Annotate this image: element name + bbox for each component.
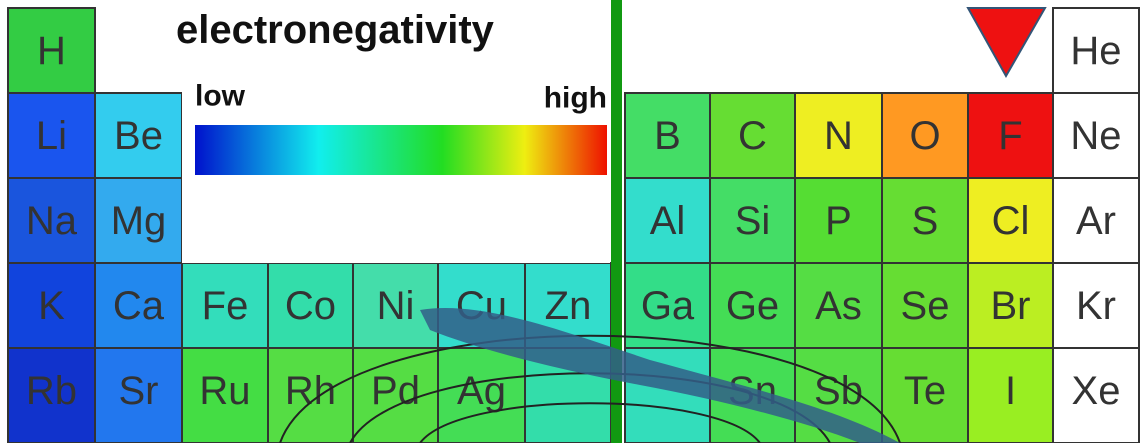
element-symbol: P: [825, 199, 852, 243]
element-symbol: B: [654, 114, 681, 158]
element-cell: [267, 347, 354, 443]
element-symbol: Br: [991, 284, 1031, 328]
element-symbol: Fe: [202, 284, 249, 328]
arm-image: [420, 308, 900, 443]
element-symbol: Ru: [199, 369, 250, 413]
element-symbol: As: [815, 284, 862, 328]
element-symbol: Ni: [377, 284, 415, 328]
element-cell: [94, 347, 183, 443]
element-symbol: Cl: [992, 199, 1030, 243]
element-cell: [1052, 7, 1140, 94]
element-symbol: N: [824, 114, 853, 158]
element-symbol: Se: [901, 284, 950, 328]
element-cell: [7, 347, 96, 443]
element-symbol: C: [738, 114, 767, 158]
element-symbol: Ca: [113, 284, 165, 328]
title: electronegativity: [176, 8, 495, 52]
element-symbol: Ar: [1076, 199, 1116, 243]
element-symbol: Rb: [26, 369, 77, 413]
element-symbol: Ne: [1070, 114, 1121, 158]
element-symbol: Zn: [545, 284, 592, 328]
element-cell: [7, 262, 96, 349]
element-cell: [181, 262, 269, 349]
element-symbol: S: [912, 199, 939, 243]
element-cell: [1052, 347, 1140, 443]
element-symbol: Mg: [111, 199, 167, 243]
divider: [611, 0, 622, 443]
element-cell: [967, 177, 1054, 264]
element-symbol: Kr: [1076, 284, 1116, 328]
element-symbol: Na: [26, 199, 78, 243]
element-symbol: Ga: [641, 284, 695, 328]
element-cell: [967, 92, 1054, 179]
element-symbol: H: [37, 29, 66, 73]
element-symbol: Te: [904, 369, 946, 413]
element-cell: [794, 262, 883, 349]
scale-high: high: [544, 82, 607, 115]
element-symbol: Si: [735, 199, 771, 243]
element-cell: [881, 92, 969, 179]
element-symbol: Al: [650, 199, 686, 243]
element-cell: [181, 347, 269, 443]
element-cell: [794, 177, 883, 264]
element-symbol: Sr: [119, 369, 159, 413]
element-symbol: Ag: [457, 369, 506, 413]
element-symbol: Xe: [1072, 369, 1121, 413]
color-scale: [195, 125, 607, 175]
element-symbol: F: [998, 114, 1022, 158]
element-symbol: O: [909, 114, 940, 158]
element-symbol: Be: [114, 114, 163, 158]
element-cell: [709, 177, 796, 264]
element-cell: [709, 262, 796, 349]
pointer-triangle: [966, 7, 1047, 79]
element-symbol: Co: [285, 284, 336, 328]
element-symbol: I: [1005, 369, 1016, 413]
element-cell: [1052, 262, 1140, 349]
element-symbol: Ge: [726, 284, 779, 328]
element-symbol: Li: [36, 114, 67, 158]
element-cell: [7, 7, 96, 94]
element-symbol: He: [1070, 29, 1121, 73]
element-cell: [881, 347, 969, 443]
scale-low: low: [195, 80, 246, 113]
element-cell: [881, 262, 969, 349]
element-symbol: Sb: [814, 369, 863, 413]
element-symbol: K: [38, 284, 65, 328]
element-cell: [1052, 177, 1140, 264]
